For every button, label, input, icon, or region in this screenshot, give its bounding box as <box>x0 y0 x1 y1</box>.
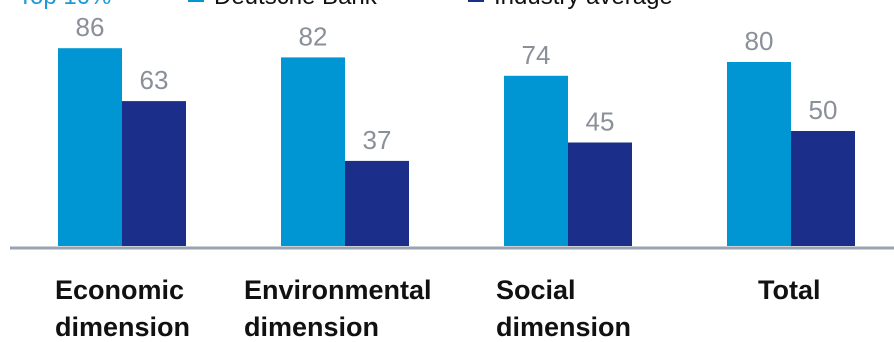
value-label-deutsche-bank-1: 82 <box>299 21 328 51</box>
category-label-1-line-1: dimension <box>244 312 379 342</box>
value-label-deutsche-bank-2: 74 <box>522 40 551 70</box>
category-labels: Economic dimension Environmental dimension S… <box>55 275 821 342</box>
category-label-1-line-0: Environmental <box>244 275 432 305</box>
category-label-3-line-0: Total <box>758 275 821 305</box>
legend-swatch-deutsche-bank <box>188 0 204 2</box>
legend-label-industry-average: Industry average <box>494 0 673 10</box>
bar-deutsche-bank-0 <box>58 48 122 247</box>
legend: Top 10% Deutsche Bank Industry average <box>18 0 673 10</box>
bar-deutsche-bank-3 <box>727 62 791 246</box>
legend-label-deutsche-bank: Deutsche Bank <box>214 0 378 10</box>
value-label-industry-average-3: 50 <box>809 95 838 125</box>
legend-swatch-industry-average <box>468 0 484 2</box>
category-label-2-line-0: Social <box>496 275 576 305</box>
category-label-0-line-0: Economic <box>55 275 184 305</box>
value-label-deutsche-bank-0: 86 <box>76 12 105 42</box>
category-label-2-line-1: dimension <box>496 312 631 342</box>
value-label-industry-average-2: 45 <box>586 107 615 137</box>
legend-truncated-label: Top 10% <box>18 0 111 10</box>
value-labels: 86 63 82 37 74 45 80 50 <box>76 12 838 155</box>
bar-industry-average-3 <box>791 131 855 246</box>
category-label-0-line-1: dimension <box>55 312 190 342</box>
bar-deutsche-bank-1 <box>281 57 345 247</box>
bar-industry-average-1 <box>345 160 409 246</box>
value-label-deutsche-bank-3: 80 <box>745 26 774 56</box>
value-label-industry-average-1: 37 <box>363 125 392 155</box>
bar-deutsche-bank-2 <box>504 75 568 246</box>
bars <box>58 48 855 247</box>
value-label-industry-average-0: 63 <box>140 65 169 95</box>
bar-industry-average-0 <box>122 101 186 246</box>
bar-industry-average-2 <box>568 142 632 246</box>
